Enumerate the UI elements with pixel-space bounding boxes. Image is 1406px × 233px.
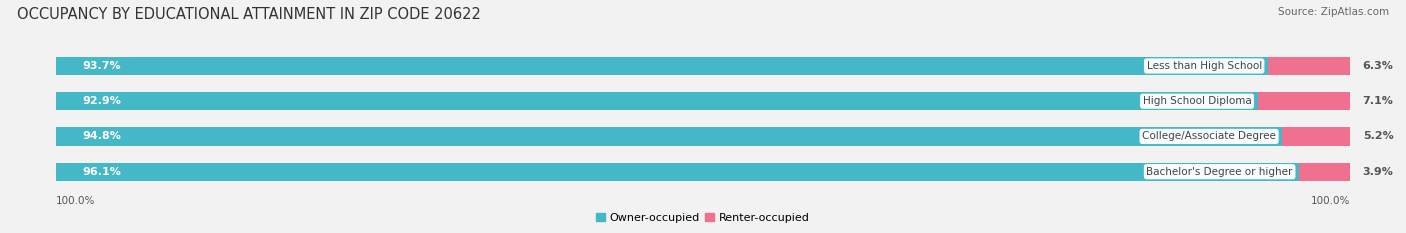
Bar <box>56 92 1258 110</box>
Text: 100.0%: 100.0% <box>56 196 96 206</box>
Text: 93.7%: 93.7% <box>82 61 121 71</box>
Text: Source: ZipAtlas.com: Source: ZipAtlas.com <box>1278 7 1389 17</box>
Text: 7.1%: 7.1% <box>1362 96 1393 106</box>
Text: 6.3%: 6.3% <box>1362 61 1393 71</box>
Text: Bachelor's Degree or higher: Bachelor's Degree or higher <box>1146 167 1294 177</box>
Bar <box>56 163 1350 181</box>
Bar <box>56 92 1350 110</box>
Bar <box>56 127 1350 146</box>
Text: 100.0%: 100.0% <box>1310 196 1350 206</box>
Bar <box>1282 127 1350 146</box>
Legend: Owner-occupied, Renter-occupied: Owner-occupied, Renter-occupied <box>592 209 814 227</box>
Bar <box>1268 57 1350 75</box>
Text: OCCUPANCY BY EDUCATIONAL ATTAINMENT IN ZIP CODE 20622: OCCUPANCY BY EDUCATIONAL ATTAINMENT IN Z… <box>17 7 481 22</box>
Bar <box>56 57 1268 75</box>
Bar <box>1258 92 1350 110</box>
Bar <box>56 127 1282 146</box>
Bar <box>1299 163 1350 181</box>
Bar <box>56 57 1350 75</box>
Text: 94.8%: 94.8% <box>82 131 121 141</box>
Text: High School Diploma: High School Diploma <box>1143 96 1251 106</box>
Text: 5.2%: 5.2% <box>1362 131 1393 141</box>
Text: Less than High School: Less than High School <box>1146 61 1261 71</box>
Bar <box>56 163 1299 181</box>
Text: 96.1%: 96.1% <box>82 167 121 177</box>
Text: 92.9%: 92.9% <box>82 96 121 106</box>
Text: 3.9%: 3.9% <box>1362 167 1393 177</box>
Text: College/Associate Degree: College/Associate Degree <box>1142 131 1277 141</box>
